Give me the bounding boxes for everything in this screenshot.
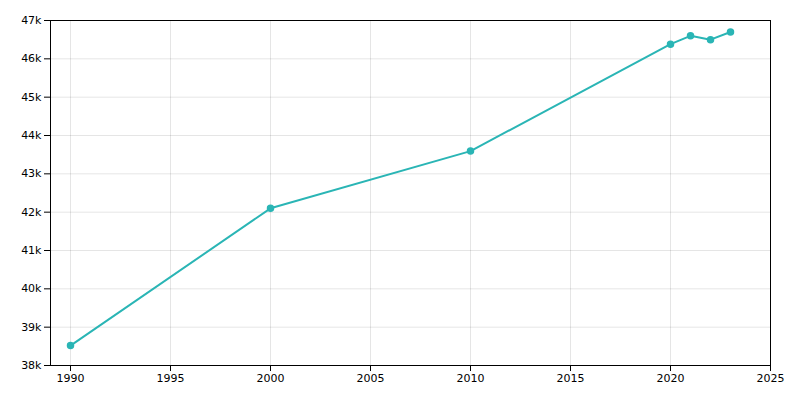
svg-text:45k: 45k xyxy=(21,91,42,104)
svg-text:2020: 2020 xyxy=(657,372,685,385)
svg-text:38k: 38k xyxy=(21,359,42,372)
svg-text:1990: 1990 xyxy=(57,372,85,385)
svg-text:41k: 41k xyxy=(21,244,42,257)
svg-text:2015: 2015 xyxy=(557,372,585,385)
svg-text:44k: 44k xyxy=(21,129,42,142)
svg-text:43k: 43k xyxy=(21,167,42,180)
svg-text:2010: 2010 xyxy=(457,372,485,385)
svg-text:42k: 42k xyxy=(21,206,42,219)
svg-text:40k: 40k xyxy=(21,282,42,295)
svg-text:46k: 46k xyxy=(21,52,42,65)
svg-text:2025: 2025 xyxy=(757,372,785,385)
svg-text:1995: 1995 xyxy=(157,372,185,385)
svg-text:2005: 2005 xyxy=(357,372,385,385)
svg-text:39k: 39k xyxy=(21,321,42,334)
svg-text:47k: 47k xyxy=(21,14,42,27)
svg-text:2000: 2000 xyxy=(257,372,285,385)
